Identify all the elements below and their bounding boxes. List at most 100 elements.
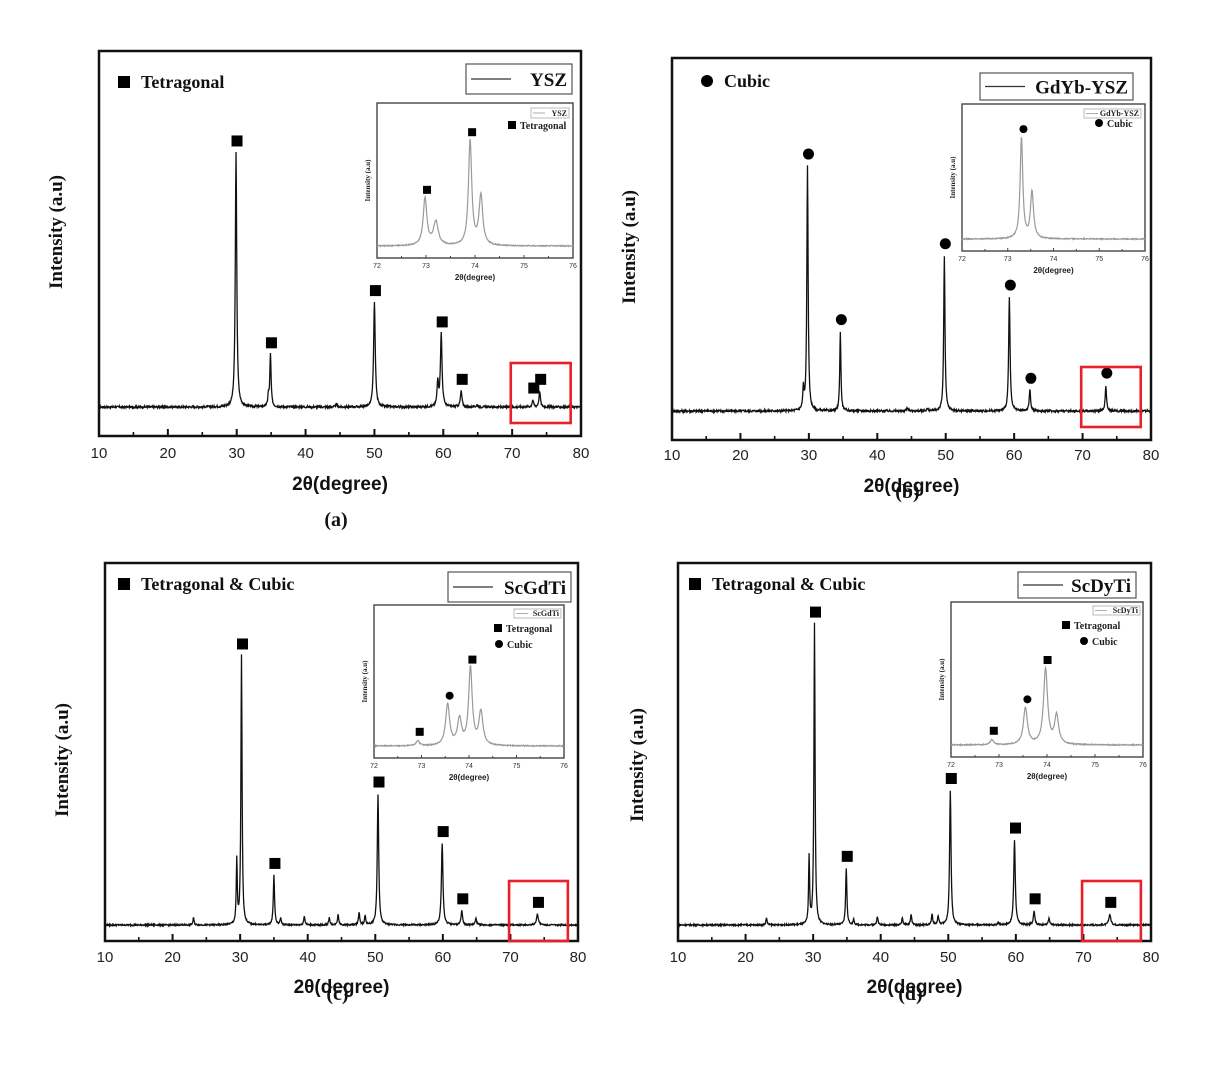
inset-legend-label: YSZ bbox=[551, 109, 567, 118]
inset-phase-legend-label: Tetragonal bbox=[1074, 621, 1121, 632]
y-axis-title: Intensity (a.u) bbox=[52, 703, 73, 817]
inset-legend-box bbox=[530, 107, 570, 119]
inset-tetragonal-peak-marker-icon bbox=[989, 726, 998, 735]
series-legend-label: ScGdTi bbox=[504, 578, 566, 599]
inset-x-tick-label: 73 bbox=[1004, 256, 1012, 263]
inset-pattern-line bbox=[950, 665, 1144, 748]
inset-x-tick-label: 75 bbox=[513, 763, 521, 770]
tetragonal-peak-marker-icon bbox=[437, 826, 449, 838]
inset-cubic-peak-marker-icon bbox=[445, 691, 454, 700]
tetragonal-peak-marker-icon bbox=[1029, 893, 1041, 905]
inset-x-tick-label: 73 bbox=[422, 263, 430, 270]
xrd-pattern-line bbox=[98, 152, 582, 411]
x-tick-label: 70 bbox=[504, 445, 521, 462]
inset-y-axis-title: Intensity (a.u) bbox=[361, 660, 369, 703]
tetragonal-peak-marker-icon bbox=[1010, 822, 1022, 834]
panel-c: 10 20 30 40 50 60 70 80 2θ(degree) Intensity (a.u… bbox=[52, 561, 586, 1005]
inset-tetragonal-peak-marker-icon bbox=[423, 185, 432, 194]
x-tick-label: 10 bbox=[664, 447, 681, 464]
x-tick-label: 80 bbox=[1143, 949, 1160, 966]
tetragonal-peak-marker-icon bbox=[809, 606, 821, 618]
x-tick-label: 70 bbox=[1075, 949, 1092, 966]
inset-y-axis-title: Intensity (a.u) bbox=[364, 159, 372, 202]
x-tick-label: 80 bbox=[573, 445, 590, 462]
series-legend-label: YSZ bbox=[530, 70, 567, 91]
inset-x-axis-title: 2θ(degree) bbox=[455, 273, 496, 282]
inset-cubic-legend-icon bbox=[495, 640, 503, 648]
x-tick-label: 40 bbox=[872, 949, 889, 966]
inset-x-tick-label: 73 bbox=[995, 762, 1003, 769]
panel-caption: (b) bbox=[895, 481, 919, 503]
x-axis-title: 2θ(degree) bbox=[864, 476, 960, 497]
highlight-box bbox=[507, 879, 570, 943]
tetragonal-legend-icon bbox=[118, 578, 130, 590]
tetragonal-peak-marker-icon bbox=[369, 285, 381, 297]
panel-b: 10 20 30 40 50 60 70 80 2θ(degree) Intensity (a.u… bbox=[619, 56, 1160, 503]
inset-x-tick-label: 74 bbox=[465, 763, 473, 770]
x-tick-label: 40 bbox=[869, 447, 886, 464]
inset-y-axis-title: Intensity (a.u) bbox=[938, 658, 946, 701]
x-tick-label: 30 bbox=[232, 949, 249, 966]
tetragonal-peak-marker-icon bbox=[535, 373, 547, 385]
inset-plot: 72 73 74 75 76 2θ(degree) Intensity (a.u) ScGdT… bbox=[361, 604, 568, 782]
x-tick-label: 30 bbox=[805, 949, 822, 966]
x-tick-label: 70 bbox=[1074, 447, 1091, 464]
x-axis-title: 2θ(degree) bbox=[292, 474, 388, 495]
x-tick-label: 50 bbox=[367, 949, 384, 966]
tetragonal-legend-icon bbox=[689, 578, 701, 590]
x-tick-label: 60 bbox=[435, 445, 452, 462]
inset-y-axis-title: Intensity (a.u) bbox=[949, 156, 957, 199]
tetragonal-peak-marker-icon bbox=[373, 776, 385, 788]
tetragonal-peak-marker-icon bbox=[841, 850, 853, 862]
highlight-box bbox=[1079, 365, 1143, 429]
inset-phase-legend-label: Tetragonal bbox=[506, 624, 553, 635]
inset-x-tick-label: 76 bbox=[560, 763, 568, 770]
series-legend-label: ScDyTi bbox=[1071, 576, 1131, 597]
panel-a: 10 20 30 40 50 60 70 80 2θ(degree) Intensity (a.u… bbox=[46, 49, 590, 531]
inset-legend-box bbox=[1083, 108, 1142, 119]
cubic-peak-marker-icon bbox=[1025, 372, 1037, 384]
cubic-peak-marker-icon bbox=[1004, 279, 1016, 291]
inset-plot: 72 73 74 75 76 2θ(degree) Intensity (a.u) YSZ Te… bbox=[364, 102, 577, 282]
x-tick-label: 40 bbox=[297, 445, 314, 462]
inset-tetragonal-peak-marker-icon bbox=[468, 655, 477, 664]
x-tick-label: 30 bbox=[228, 445, 245, 462]
xrd-pattern-line bbox=[671, 165, 1152, 415]
inset-tetragonal-peak-marker-icon bbox=[1043, 656, 1052, 665]
x-tick-label: 10 bbox=[97, 949, 114, 966]
panel-caption: (c) bbox=[326, 983, 348, 1005]
inset-tetragonal-peak-marker-icon bbox=[468, 128, 477, 137]
inset-x-tick-label: 74 bbox=[1043, 762, 1051, 769]
inset-tetragonal-legend-icon bbox=[1062, 621, 1070, 629]
inset-tetragonal-legend-icon bbox=[508, 121, 516, 129]
inset-tetragonal-peak-marker-icon bbox=[415, 727, 424, 736]
inset-cubic-peak-marker-icon bbox=[1019, 125, 1028, 134]
x-tick-label: 60 bbox=[435, 949, 452, 966]
tetragonal-legend-icon bbox=[118, 76, 130, 88]
inset-x-tick-label: 75 bbox=[1091, 762, 1099, 769]
phase-legend-label: Tetragonal & Cubic bbox=[141, 574, 294, 594]
tetragonal-peak-marker-icon bbox=[236, 638, 248, 650]
tetragonal-peak-marker-icon bbox=[456, 373, 468, 385]
phase-legend-label: Tetragonal & Cubic bbox=[712, 574, 865, 594]
x-tick-label: 20 bbox=[160, 445, 177, 462]
inset-phase-legend-label: Cubic bbox=[507, 640, 533, 651]
inset-x-tick-label: 74 bbox=[471, 263, 479, 270]
highlight-box bbox=[1080, 879, 1143, 943]
x-tick-label: 80 bbox=[1143, 447, 1160, 464]
x-axis-title: 2θ(degree) bbox=[294, 977, 390, 998]
inset-x-tick-label: 72 bbox=[373, 263, 381, 270]
inset-x-tick-label: 75 bbox=[520, 263, 528, 270]
tetragonal-peak-marker-icon bbox=[528, 382, 540, 394]
cubic-legend-icon bbox=[701, 75, 713, 87]
inset-legend-label: ScGdTi bbox=[533, 609, 560, 618]
inset-x-tick-label: 76 bbox=[1139, 762, 1147, 769]
x-axis-title: 2θ(degree) bbox=[867, 977, 963, 998]
phase-legend-label: Tetragonal bbox=[141, 72, 224, 92]
inset-legend-label: GdYb-YSZ bbox=[1100, 109, 1139, 118]
series-legend-label: GdYb-YSZ bbox=[1035, 78, 1128, 99]
x-tick-label: 60 bbox=[1008, 949, 1025, 966]
x-tick-label: 70 bbox=[502, 949, 519, 966]
inset-tetragonal-legend-icon bbox=[494, 624, 502, 632]
cubic-peak-marker-icon bbox=[802, 148, 814, 160]
